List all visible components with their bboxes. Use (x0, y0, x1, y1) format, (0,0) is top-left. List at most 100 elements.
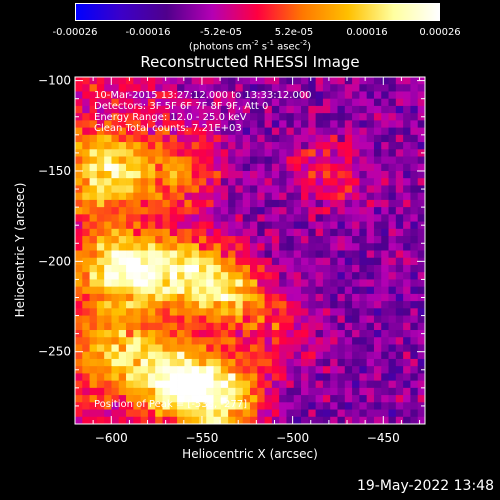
heatmap-cell (417, 163, 426, 172)
heatmap-cell (301, 344, 309, 353)
heatmap-cell (308, 286, 317, 295)
heatmap-cell (104, 207, 112, 215)
heatmap-cell (403, 366, 411, 374)
heatmap-cell (228, 315, 236, 324)
heatmap-cell (140, 134, 149, 143)
heatmap-cell (111, 257, 120, 266)
heatmap-cell (352, 91, 360, 100)
heatmap-cell (118, 337, 127, 345)
heatmap-cell (111, 315, 120, 324)
heatmap-cell (322, 134, 331, 143)
heatmap-cell (344, 395, 353, 403)
heatmap-cell (381, 264, 389, 273)
heatmap-cell (322, 330, 331, 338)
heatmap-cell (264, 330, 273, 338)
heatmap-cell (147, 264, 156, 273)
heatmap-cell (315, 322, 324, 331)
heatmap-cell (228, 351, 236, 360)
heatmap-cell (417, 243, 426, 251)
heatmap-cell (279, 301, 287, 309)
heatmap-cell (104, 293, 112, 302)
heatmap-cell (228, 366, 236, 374)
heatmap-cell (191, 142, 200, 150)
heatmap-cell (381, 315, 389, 324)
heatmap-cell (213, 178, 222, 186)
heatmap-cell (126, 207, 134, 215)
heatmap-cell (410, 228, 419, 237)
heatmap-cell (366, 344, 375, 353)
heatmap-cell (257, 243, 265, 251)
heatmap-cell (410, 330, 419, 338)
heatmap-cell (133, 243, 142, 251)
heatmap-cell (322, 286, 331, 295)
heatmap-cell (191, 257, 200, 266)
heatmap-cell (293, 156, 302, 165)
heatmap-cell (111, 337, 120, 345)
heatmap-cell (96, 315, 105, 324)
heatmap-cell (89, 149, 98, 157)
heatmap-cell (235, 308, 244, 316)
heatmap-cell (264, 315, 273, 324)
heatmap-cell (264, 214, 273, 222)
heatmap-cell (228, 308, 236, 316)
heatmap-cell (308, 373, 317, 382)
heatmap-cell (417, 105, 426, 114)
heatmap-cell (264, 366, 273, 374)
heatmap-cell (250, 279, 258, 288)
heatmap-cell (213, 380, 222, 389)
heatmap-cell (359, 243, 368, 251)
heatmap-cell (118, 380, 127, 389)
heatmap-cell (417, 358, 426, 367)
heatmap-cell (330, 199, 338, 208)
heatmap-cell (118, 77, 127, 85)
heatmap-cell (271, 127, 280, 136)
heatmap-cell (337, 387, 346, 396)
heatmap-cell (235, 409, 244, 418)
heatmap-cell (366, 178, 375, 186)
heatmap-cell (126, 301, 134, 309)
heatmap-cell (118, 192, 127, 201)
heatmap-cell (381, 373, 389, 382)
heatmap-cell (279, 330, 287, 338)
heatmap-cell (359, 178, 368, 186)
heatmap-cell (118, 308, 127, 316)
heatmap-cell (322, 192, 331, 201)
heatmap-cell (140, 373, 149, 382)
heatmap-cell (279, 142, 287, 150)
heatmap-cell (96, 344, 105, 353)
heatmap-cell (322, 344, 331, 353)
heatmap-cell (213, 228, 222, 237)
heatmap-cell (344, 351, 353, 360)
heatmap-cell (301, 192, 309, 201)
heatmap-cell (250, 84, 258, 92)
heatmap-cell (133, 351, 142, 360)
heatmap-cell (366, 402, 375, 410)
heatmap-cell (344, 380, 353, 389)
heatmap-cell (257, 395, 265, 403)
heatmap-cell (381, 236, 389, 244)
heatmap-cell (352, 142, 360, 150)
heatmap-cell (213, 409, 222, 418)
heatmap-cell (301, 358, 309, 367)
heatmap-cell (191, 178, 200, 186)
heatmap-cell (104, 409, 112, 418)
heatmap-cell (308, 301, 317, 309)
heatmap-cell (235, 236, 244, 244)
heatmap-cell (140, 236, 149, 244)
heatmap-cell (133, 236, 142, 244)
heatmap-cell (133, 149, 142, 157)
heatmap-cell (337, 98, 346, 107)
heatmap-cell (344, 250, 353, 259)
heatmap-cell (250, 286, 258, 295)
heatmap-cell (308, 308, 317, 316)
heatmap-cell (279, 337, 287, 345)
heatmap-cell (264, 163, 273, 172)
heatmap-cell (220, 170, 229, 179)
heatmap-cell (264, 185, 273, 194)
heatmap-cell (96, 178, 105, 186)
heatmap-cell (250, 156, 258, 165)
heatmap-cell (162, 113, 171, 121)
heatmap-cell (184, 315, 193, 324)
heatmap-cell (169, 308, 178, 316)
heatmap-cell (147, 387, 156, 396)
